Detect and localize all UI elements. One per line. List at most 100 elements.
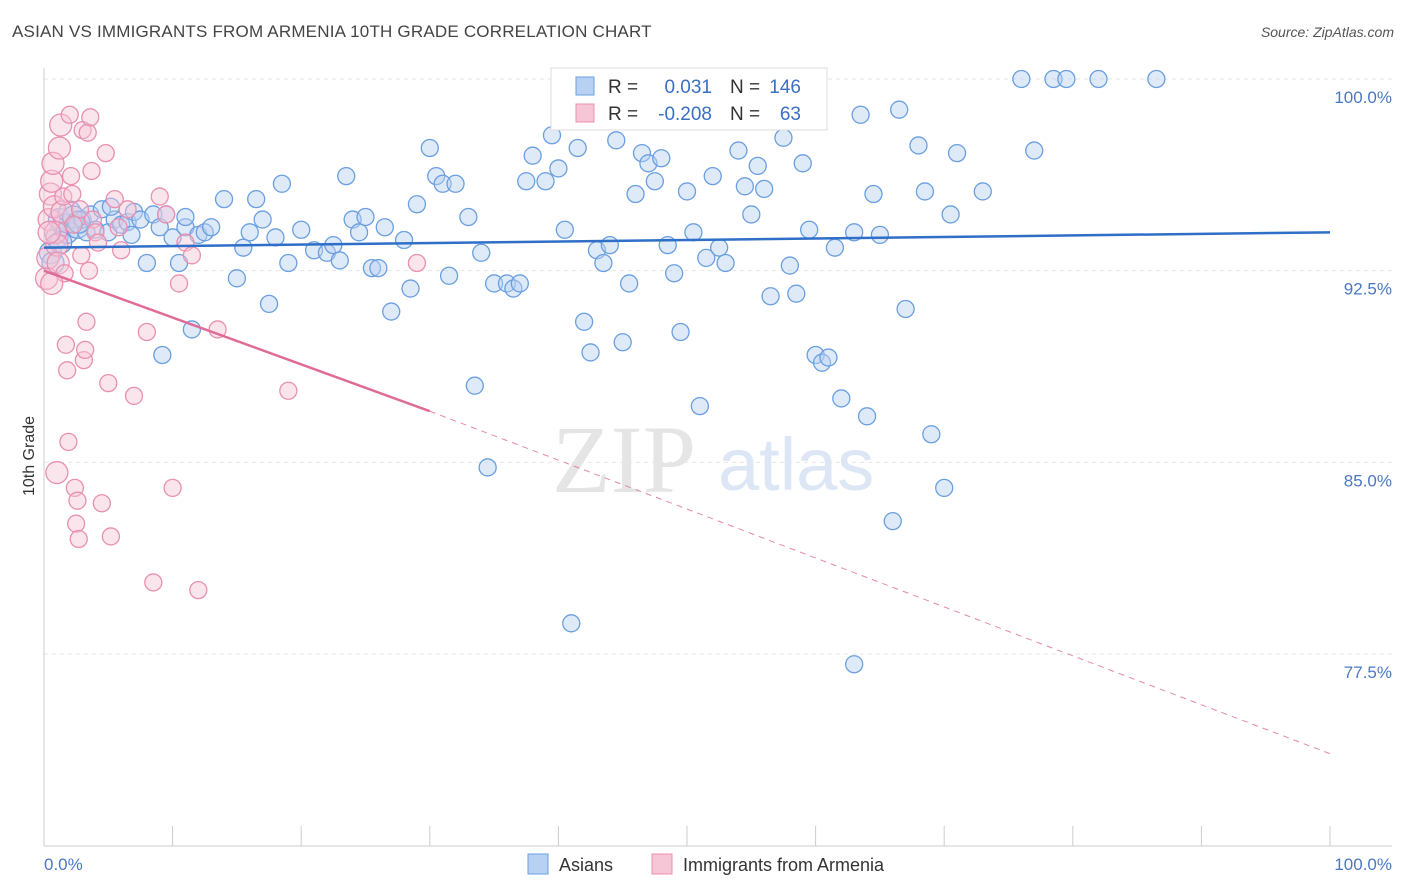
data-point xyxy=(1012,69,1031,89)
data-point xyxy=(292,220,311,239)
data-point xyxy=(63,184,82,204)
data-point xyxy=(247,189,266,209)
data-point xyxy=(279,381,298,400)
data-point xyxy=(81,108,100,127)
data-point xyxy=(459,207,478,227)
data-point xyxy=(613,333,632,352)
y-axis-label: 10th Grade xyxy=(21,416,38,496)
data-point xyxy=(851,105,870,124)
data-point xyxy=(1089,69,1108,89)
legend-n-label-armenia: N = xyxy=(730,104,760,125)
y-tick-label: 92.5% xyxy=(1344,280,1392,299)
data-point xyxy=(150,187,169,206)
data-point xyxy=(279,253,298,273)
data-point xyxy=(202,218,221,237)
chart-title: ASIAN VS IMMIGRANTS FROM ARMENIA 10TH GR… xyxy=(12,22,652,41)
data-point xyxy=(214,189,234,209)
data-point xyxy=(478,458,497,477)
data-point xyxy=(45,233,69,257)
legend-r-label-armenia: R = xyxy=(608,104,638,125)
data-point xyxy=(562,614,581,633)
legend-r-value-asians: 0.031 xyxy=(664,77,712,98)
data-point xyxy=(652,149,671,168)
data-point xyxy=(382,302,401,321)
y-tick-labels: 100.0% 92.5% 85.0% 77.5% xyxy=(1334,88,1392,682)
data-point xyxy=(76,340,95,360)
data-point xyxy=(112,241,131,260)
data-point xyxy=(92,494,112,513)
data-point xyxy=(710,238,729,257)
data-point xyxy=(697,248,716,268)
data-point xyxy=(555,220,574,239)
data-point xyxy=(375,218,394,237)
data-point xyxy=(1147,69,1166,89)
data-point xyxy=(96,143,115,163)
data-point xyxy=(433,174,452,193)
x-tick-max: 100.0% xyxy=(1334,855,1392,874)
data-point xyxy=(163,478,182,498)
data-point xyxy=(240,223,259,242)
legend-n-value-armenia: 63 xyxy=(780,104,801,125)
data-point xyxy=(735,177,755,196)
data-point xyxy=(819,348,838,367)
data-point xyxy=(446,174,465,193)
data-point xyxy=(189,580,208,600)
data-point xyxy=(832,389,851,408)
legend-swatch-asians xyxy=(575,76,595,96)
x-tick-min: 0.0% xyxy=(44,855,83,874)
data-point xyxy=(793,154,812,173)
legend-n-value-asians: 146 xyxy=(769,77,801,98)
data-point xyxy=(407,253,427,273)
data-point xyxy=(78,123,97,142)
series-armenia xyxy=(34,105,427,600)
data-point xyxy=(67,514,86,533)
bottom-legend-label-asians: Asians xyxy=(559,855,613,875)
grid xyxy=(44,78,1392,655)
data-point xyxy=(176,207,195,227)
data-point xyxy=(253,210,272,229)
data-point xyxy=(684,223,703,242)
data-point xyxy=(1057,69,1076,89)
data-point xyxy=(330,251,349,270)
data-point xyxy=(845,223,864,242)
data-point xyxy=(941,205,960,224)
data-point xyxy=(69,529,88,549)
data-point xyxy=(864,184,883,204)
data-point xyxy=(845,655,864,674)
data-point xyxy=(671,322,690,342)
data-point xyxy=(607,131,626,150)
legend-swatch-armenia xyxy=(575,103,595,123)
bottom-legend-swatch-armenia xyxy=(651,853,673,875)
watermark-zip: ZIP xyxy=(552,406,696,513)
data-point xyxy=(626,184,645,204)
data-point xyxy=(79,261,99,280)
data-point xyxy=(517,172,536,191)
data-point xyxy=(157,205,176,224)
x-tick-labels: 0.0% 100.0% xyxy=(44,855,1392,874)
data-point xyxy=(72,246,91,265)
data-point xyxy=(472,243,491,262)
trend-layer xyxy=(43,231,1331,755)
data-point xyxy=(105,189,124,209)
data-point xyxy=(549,159,568,178)
axes xyxy=(43,68,1392,847)
data-point xyxy=(118,200,137,219)
data-point xyxy=(857,407,877,426)
data-point xyxy=(137,253,157,273)
bottom-legend-label-armenia: Immigrants from Armenia xyxy=(683,855,885,875)
data-point xyxy=(77,312,96,331)
data-point xyxy=(761,287,780,306)
data-point xyxy=(896,299,915,319)
data-point xyxy=(716,253,735,273)
data-point xyxy=(68,491,87,510)
data-point xyxy=(600,235,619,255)
data-point xyxy=(369,258,388,278)
series-asians xyxy=(38,69,1166,674)
data-point xyxy=(109,218,128,237)
data-point xyxy=(774,128,793,147)
data-point xyxy=(37,207,61,232)
data-point xyxy=(234,238,253,257)
data-point xyxy=(61,166,81,186)
series-layer xyxy=(34,69,1166,674)
